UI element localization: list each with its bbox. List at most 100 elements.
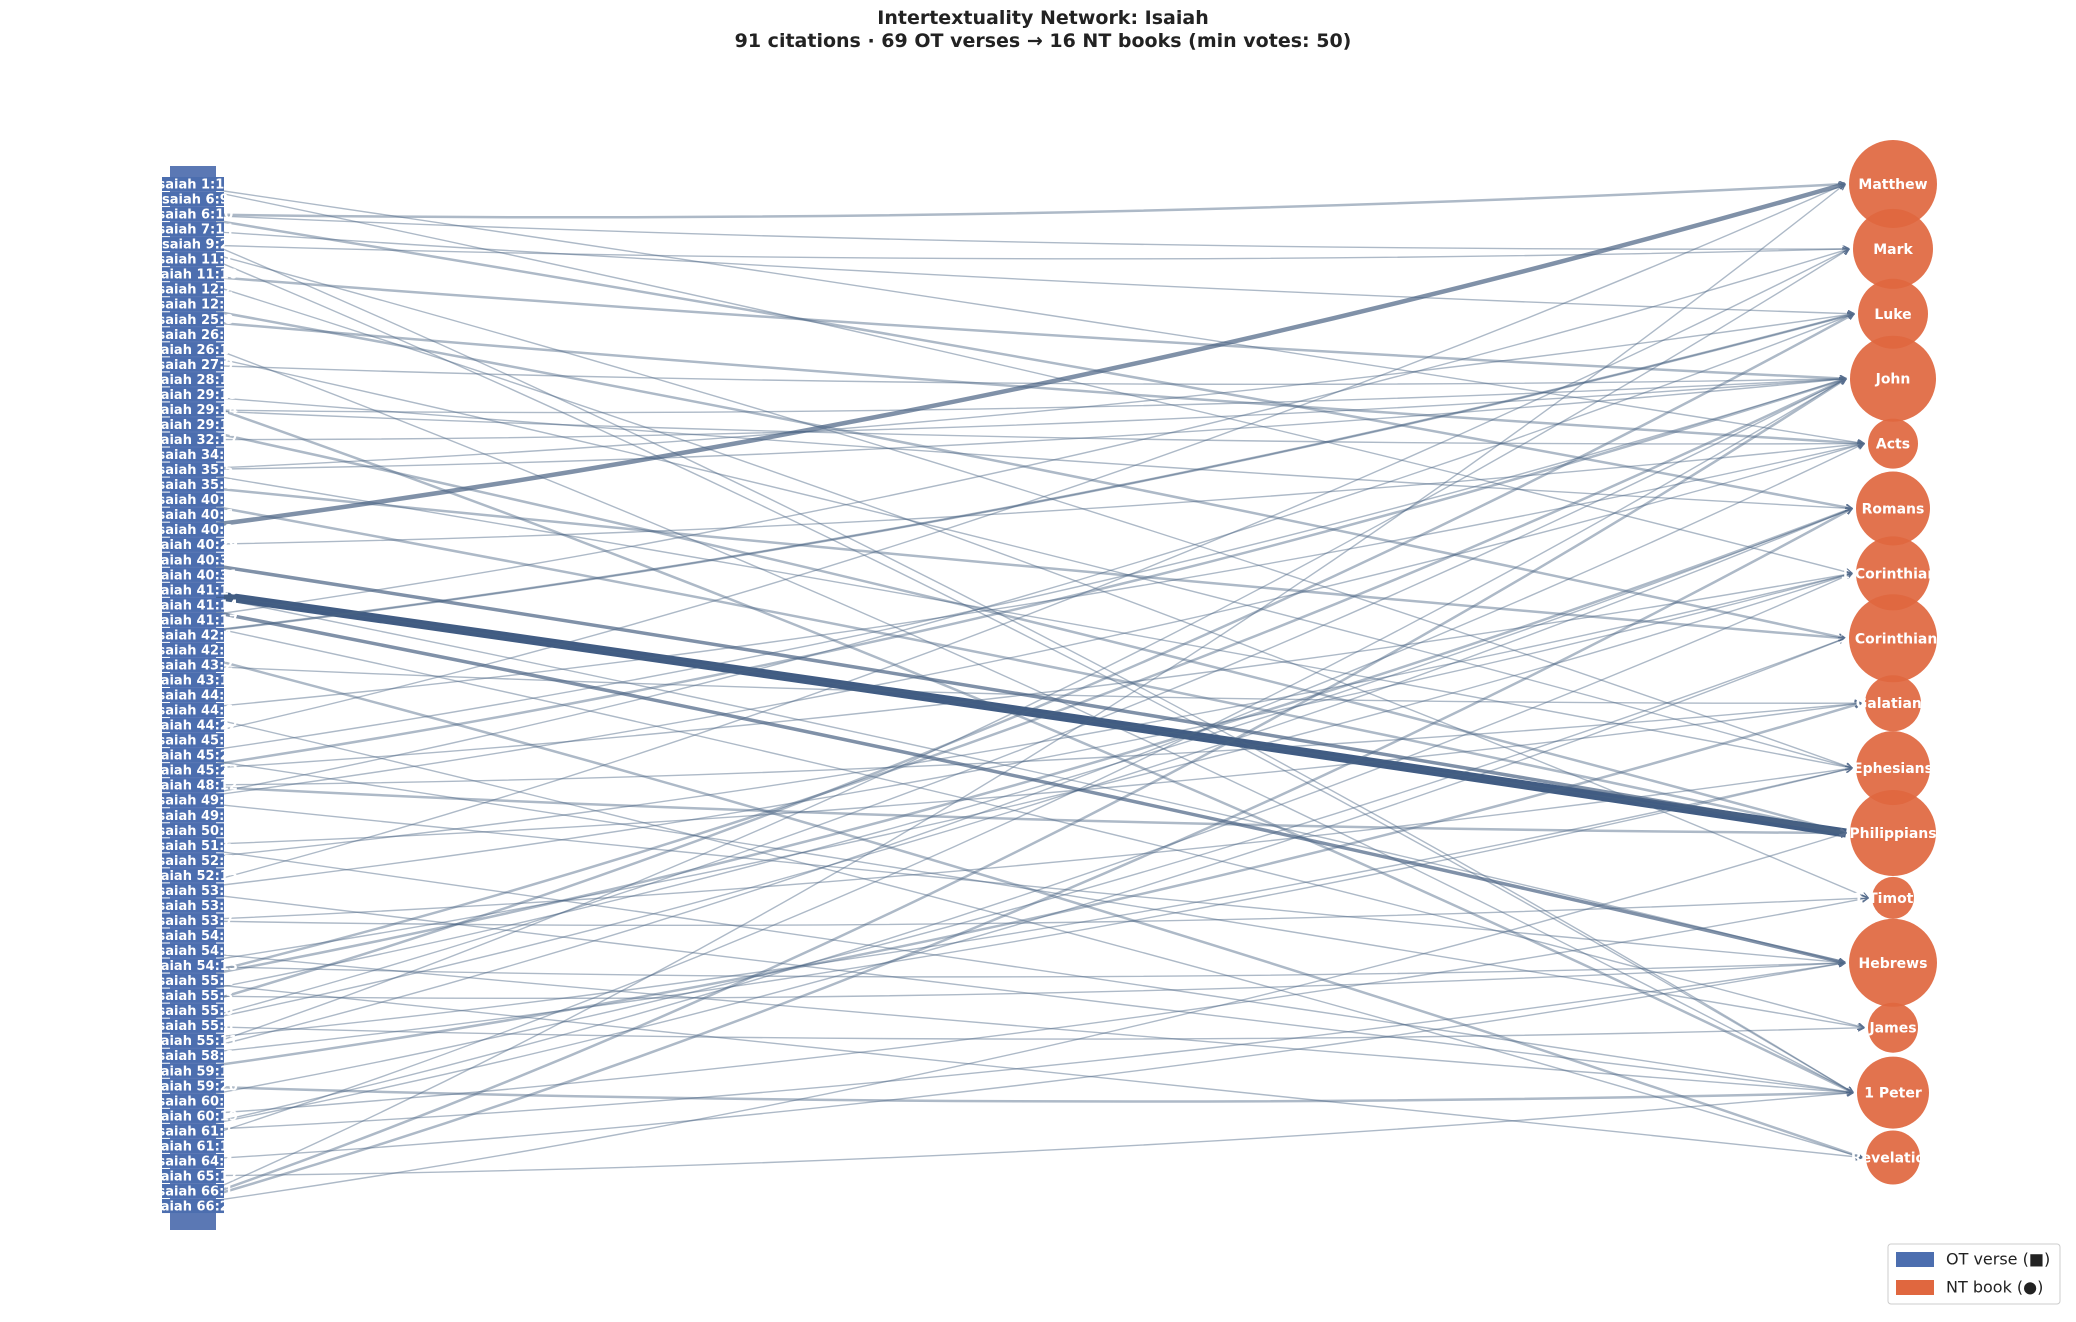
legend-label: OT verse (■) — [1946, 1250, 2050, 1269]
citation-edge — [175, 184, 1845, 1207]
nt-label: Hebrews — [1859, 956, 1928, 972]
citation-edge — [175, 509, 1852, 1027]
citation-edge — [175, 768, 1852, 1042]
ot-node — [162, 868, 224, 883]
ot-node — [162, 838, 224, 853]
ot-node — [162, 402, 224, 417]
citation-edge — [175, 573, 1852, 1132]
nt-label: Philippians — [1849, 826, 1936, 842]
ot-label: Isaiah 55:3 — [153, 989, 234, 1004]
citation-edge — [175, 585, 1846, 838]
citation-edge — [175, 377, 1846, 1208]
ot-label: Isaiah 44:6 — [153, 704, 234, 719]
ot-node — [162, 297, 224, 312]
ot-label: Isaiah 61:10 — [148, 1139, 238, 1154]
ot-label: Isaiah 55:8 — [153, 1019, 234, 1034]
ot-label: Isaiah 32:17 — [148, 433, 238, 448]
ot-node — [162, 612, 224, 627]
nt-label: Ephesians — [1853, 761, 1933, 777]
nt-label: Revelation — [1851, 1151, 1935, 1167]
ot-label: Isaiah 59:17 — [148, 1064, 238, 1079]
nt-label: 2 Corinthians — [1840, 631, 1945, 647]
citation-edge — [175, 703, 1861, 847]
ot-node — [162, 447, 224, 462]
citation-edge — [175, 509, 1852, 982]
citation-edge — [175, 709, 1862, 1157]
ot-node — [162, 883, 224, 898]
ot-node — [162, 1018, 224, 1033]
nt-node — [1853, 208, 1933, 289]
ot-label: Isaiah 41:17 — [148, 613, 238, 628]
ot-node — [162, 357, 224, 372]
citation-edge — [175, 783, 1846, 833]
nt-label: James — [1868, 1021, 1916, 1037]
nt-label: Luke — [1874, 307, 1911, 323]
ot-node — [162, 372, 224, 387]
nt-node — [1856, 731, 1930, 806]
ot-label: Isaiah 54:1 — [153, 929, 234, 944]
ot-node — [162, 733, 224, 748]
citation-edge — [175, 379, 1846, 756]
citation-edge — [175, 573, 1852, 771]
ot-node — [162, 748, 224, 763]
nt-label: 1 Corinthians — [1840, 566, 1945, 582]
citation-edge — [175, 184, 1845, 741]
ot-label: Isaiah 26:3 — [153, 328, 234, 343]
nt-node — [1866, 1130, 1920, 1185]
citation-edge — [175, 312, 1854, 1012]
citation-edge — [175, 949, 1853, 1093]
citation-edge — [175, 558, 1846, 833]
ot-label: Isaiah 40:3 — [153, 493, 234, 508]
citation-edge — [175, 498, 1846, 833]
nt-node — [1858, 278, 1928, 349]
nt-label: Matthew — [1858, 177, 1927, 193]
ot-node — [162, 1048, 224, 1063]
ot-label: Isaiah 48:12 — [148, 779, 238, 794]
citation-edge — [175, 603, 1845, 963]
ot-label: Isaiah 43:19 — [148, 673, 238, 688]
citation-edge — [175, 754, 1864, 1028]
ot-node — [162, 793, 224, 808]
ot-label: Isaiah 66:24 — [148, 1200, 238, 1215]
ot-node — [162, 657, 224, 672]
ot-label: Isaiah 40:30 — [148, 553, 238, 568]
ot-node — [162, 943, 224, 958]
ot-label: Isaiah 34:4 — [153, 448, 234, 463]
nt-node — [1850, 335, 1936, 422]
citation-edge — [175, 379, 1846, 1027]
ot-node — [162, 312, 224, 327]
ot-node — [162, 177, 224, 191]
ot-label: Isaiah 53:4 — [153, 884, 234, 899]
ot-label: Isaiah 43:2 — [153, 658, 234, 673]
citation-edge — [175, 648, 1862, 1158]
ot-label: Isaiah 51:6 — [153, 839, 234, 854]
citation-edge — [175, 664, 1861, 703]
citation-edge — [175, 889, 1853, 1092]
ot-label: Isaiah 29:14 — [148, 403, 238, 418]
citation-edge — [175, 379, 1846, 414]
ot-label: Isaiah 35:6 — [153, 478, 234, 493]
ot-label: Isaiah 45:22 — [148, 749, 238, 764]
citation-edge — [175, 963, 1845, 1132]
citation-edge — [175, 468, 1852, 769]
legend-label: NT book (●) — [1946, 1278, 2043, 1297]
ot-label: Isaiah 40:29 — [148, 538, 238, 553]
ot-label: Isaiah 53:5 — [153, 899, 234, 914]
nt-label: Galatians — [1856, 696, 1930, 712]
ot-label: Isaiah 64:4 — [153, 1154, 234, 1169]
citation-edge — [175, 363, 1846, 385]
citation-edge — [175, 898, 1868, 1117]
citation-edge — [175, 249, 1849, 1057]
citation-edge — [175, 377, 1846, 982]
subtitle: 91 citations · 69 OT verses → 16 NT book… — [735, 30, 1352, 52]
nt-label: Mark — [1873, 242, 1913, 258]
ot-label: Isaiah 58:6 — [153, 1049, 234, 1064]
ot-label: Isaiah 44:22 — [148, 719, 238, 734]
nt-node — [1849, 918, 1937, 1007]
citation-edge — [175, 423, 1846, 833]
ot-node — [162, 1184, 224, 1199]
ot-label: Isaiah 6:10 — [153, 208, 234, 223]
ot-label: Isaiah 11:1 — [153, 253, 234, 268]
citation-edge — [175, 243, 1853, 1092]
citation-edge — [175, 1093, 1853, 1177]
